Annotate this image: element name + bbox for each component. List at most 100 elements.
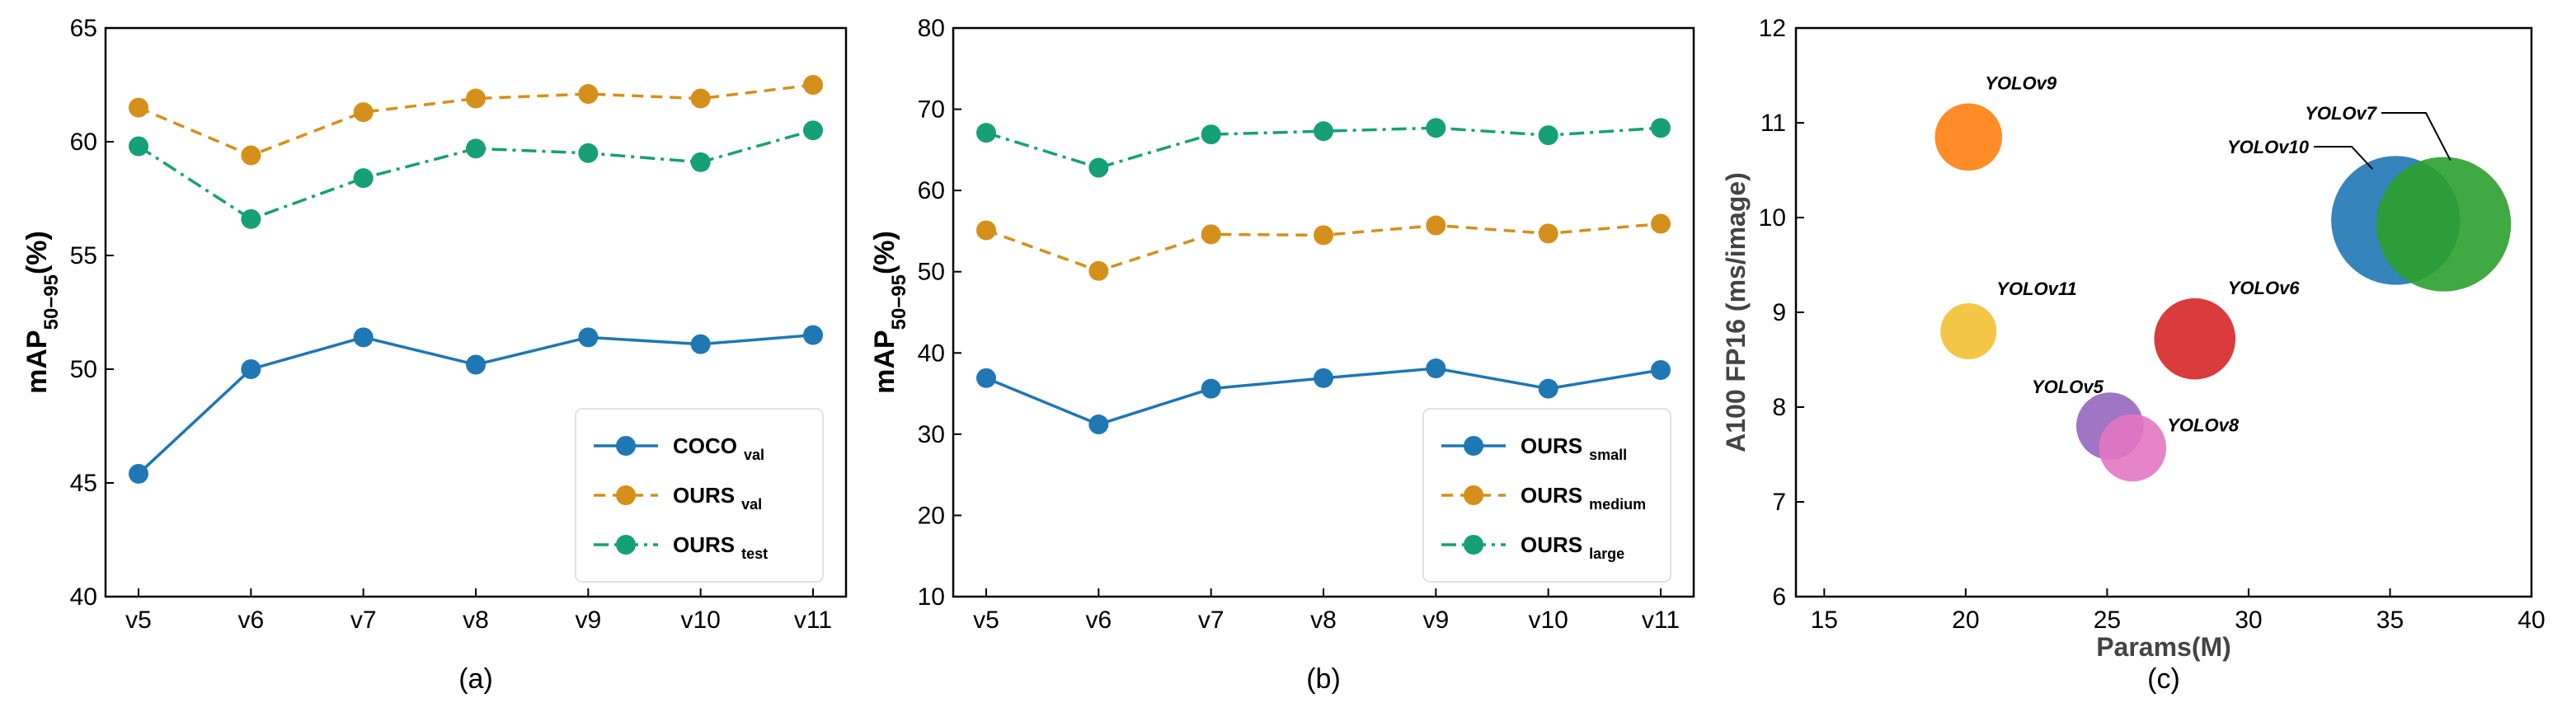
annotation-leader <box>2381 112 2451 161</box>
data-point <box>353 168 374 189</box>
legend-marker <box>1464 436 1483 456</box>
data-point <box>1426 358 1446 379</box>
panel-caption: (c) <box>2147 663 2180 695</box>
x-tick-label: v7 <box>1198 607 1225 634</box>
data-point <box>1088 157 1109 178</box>
legend-marker <box>616 485 636 505</box>
legend-box <box>1422 408 1671 583</box>
bubble-label: YOLOv6 <box>2228 278 2301 298</box>
data-point <box>803 75 823 95</box>
x-tick-label: v5 <box>125 607 152 634</box>
data-point <box>1426 118 1446 138</box>
x-axis-label: Params(M) <box>2096 632 2231 662</box>
legend-marker <box>616 436 636 456</box>
y-tick-label: 60 <box>918 177 945 204</box>
y-tick-label: 45 <box>70 470 97 497</box>
bubble-yolov8 <box>2099 414 2167 482</box>
y-tick-label: 7 <box>1772 489 1786 516</box>
y-axis-label: mAP50−95(%) <box>869 231 910 394</box>
data-point <box>1651 359 1671 380</box>
y-tick-label: 50 <box>918 259 945 286</box>
legend-label: OURS large <box>1521 532 1624 562</box>
y-tick-label: 40 <box>70 583 97 611</box>
y-tick-label: 50 <box>70 356 97 383</box>
data-point <box>1314 225 1333 246</box>
data-point <box>1201 124 1221 145</box>
legend-label: OURS medium <box>1521 483 1646 513</box>
x-tick-label: v10 <box>1528 607 1568 634</box>
panel-b-chart: 10 20 30 40 50 60 70 80 v5 v6 v7 v8 v9 v10 v11 mAP50−95… <box>869 15 1695 695</box>
data-point <box>1538 223 1558 244</box>
x-tick-label: v5 <box>973 607 999 634</box>
data-point <box>976 123 996 143</box>
data-point <box>1651 118 1671 138</box>
x-tick-label: 15 <box>1811 607 1838 634</box>
bubble-yolov6 <box>2154 297 2236 380</box>
y-tick-label: 10 <box>1759 204 1786 232</box>
y-tick-label: 10 <box>918 583 945 611</box>
panel-caption: (b) <box>1306 663 1341 695</box>
bubble-label: YOLOv10 <box>2227 137 2310 157</box>
data-point <box>129 136 148 157</box>
x-tick-label: 35 <box>2376 607 2404 634</box>
data-point <box>976 220 996 241</box>
data-point <box>466 354 486 375</box>
data-point <box>578 327 599 348</box>
legend-marker <box>1464 535 1483 555</box>
y-tick-label: 9 <box>1772 299 1786 326</box>
y-tick-label: 11 <box>1760 110 1786 137</box>
data-point <box>466 88 486 109</box>
data-point <box>1538 125 1558 146</box>
data-point <box>241 359 261 379</box>
data-point <box>1201 378 1221 399</box>
data-point <box>690 152 711 172</box>
y-tick-label: 70 <box>918 96 945 124</box>
bubble-yolov7 <box>2376 157 2512 292</box>
data-point <box>1314 121 1333 142</box>
legend-label: OURS test <box>673 532 768 562</box>
bubble-yolov11 <box>1940 303 1997 359</box>
x-tick-label: v11 <box>794 607 832 634</box>
y-tick-label: 80 <box>918 15 945 42</box>
y-tick-label: 30 <box>918 421 945 448</box>
data-point <box>1651 213 1671 234</box>
data-point <box>1088 415 1109 435</box>
x-tick-label: v8 <box>463 607 489 634</box>
data-point <box>466 138 486 159</box>
x-tick-label: v11 <box>1642 607 1680 634</box>
x-tick-label: v9 <box>1422 607 1449 634</box>
y-tick-label: 6 <box>1772 583 1786 611</box>
bubble-label: YOLOv7 <box>2305 103 2378 124</box>
annotation-leader <box>2314 146 2374 170</box>
data-point <box>1314 368 1333 388</box>
data-point <box>1088 260 1109 281</box>
panel-c-chart: 6 7 8 9 10 11 12 15 20 25 30 35 40 Params(M) A100 FP16… <box>1721 15 2545 695</box>
data-point <box>1201 224 1221 245</box>
data-point <box>690 88 711 109</box>
x-tick-label: v9 <box>575 607 601 634</box>
y-tick-label: 12 <box>1759 15 1786 42</box>
y-tick-label: 40 <box>918 340 945 367</box>
x-tick-label: 20 <box>1952 607 1979 634</box>
x-tick-label: v8 <box>1310 607 1337 634</box>
legend-label: COCO val <box>673 433 764 463</box>
bubble-label: YOLOv9 <box>1985 73 2057 93</box>
data-point <box>1538 378 1558 399</box>
y-tick-label: 8 <box>1772 394 1786 421</box>
bubble-label: YOLOv11 <box>1996 279 2076 299</box>
panel-caption: (a) <box>458 663 493 695</box>
x-tick-label: v6 <box>237 607 264 634</box>
x-tick-label: v10 <box>680 607 720 634</box>
legend-label: OURS val <box>673 483 762 513</box>
y-tick-label: 55 <box>70 242 97 269</box>
data-point <box>241 145 261 166</box>
data-point <box>578 84 599 105</box>
x-tick-label: v6 <box>1085 607 1112 634</box>
data-point <box>803 120 823 141</box>
x-tick-label: 40 <box>2517 607 2545 634</box>
data-point <box>578 143 599 163</box>
y-axis-label: A100 FP16 (ms/image) <box>1721 172 1751 452</box>
bubble-label: YOLOv5 <box>2032 377 2104 397</box>
bubble-yolov9 <box>1934 103 2003 171</box>
data-point <box>241 208 261 229</box>
